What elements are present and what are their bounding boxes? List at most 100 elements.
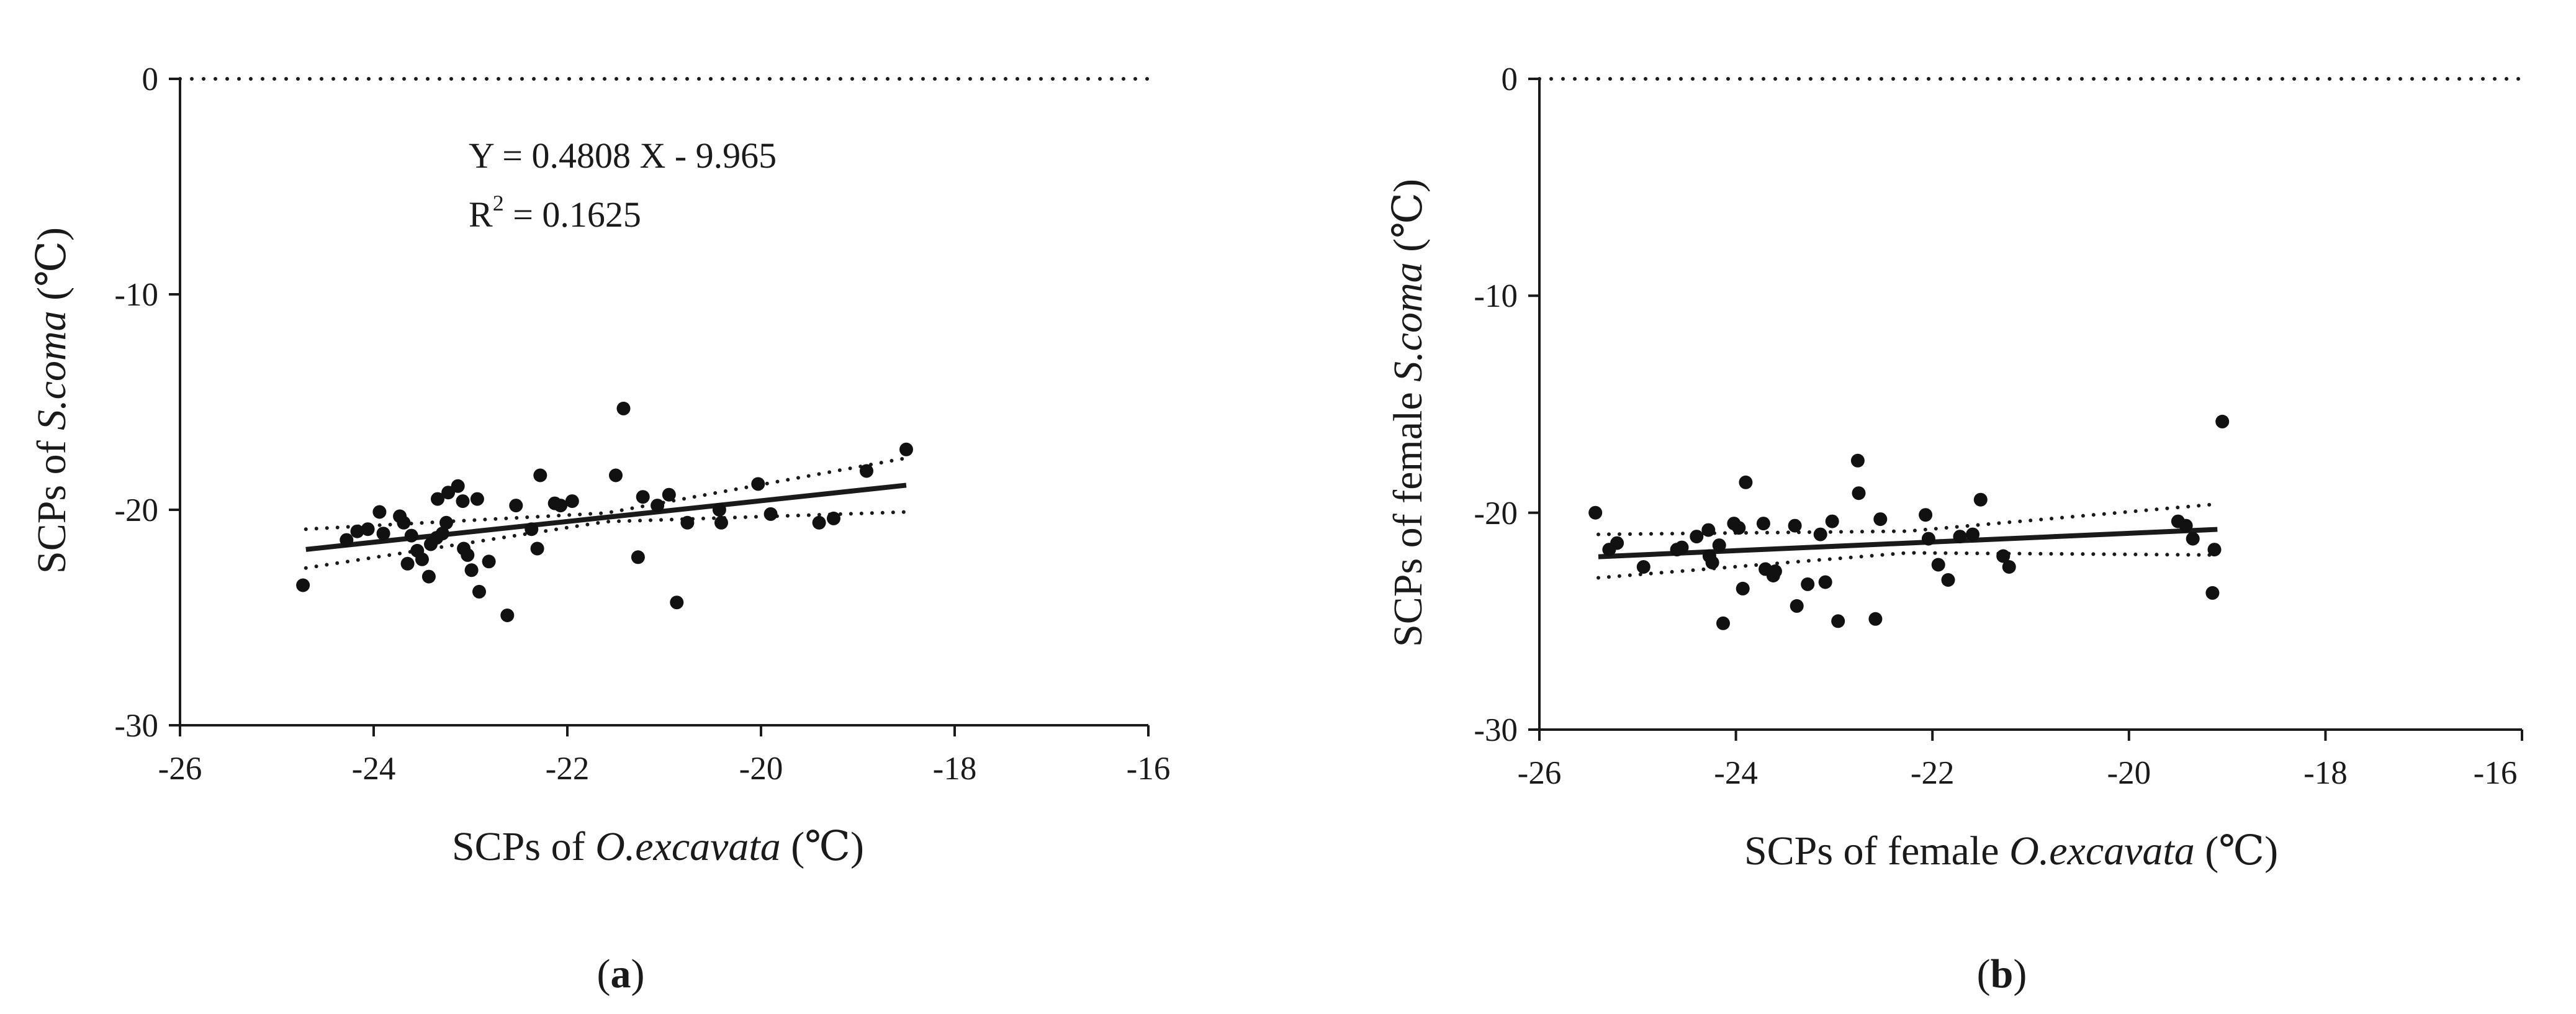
panel-label: (a) bbox=[597, 951, 645, 997]
data-point bbox=[1610, 536, 1624, 550]
x-tick-label: -16 bbox=[2474, 755, 2518, 791]
data-point bbox=[431, 492, 444, 506]
data-point bbox=[712, 503, 726, 517]
data-point bbox=[651, 499, 665, 513]
data-point bbox=[1825, 514, 1839, 528]
x-tick-label: -16 bbox=[1127, 751, 1171, 787]
data-point bbox=[565, 494, 579, 509]
panel-label: (b) bbox=[1977, 951, 2027, 997]
data-point bbox=[472, 584, 486, 599]
x-tick-label: -22 bbox=[546, 751, 590, 787]
data-point bbox=[899, 442, 913, 456]
data-point bbox=[1919, 508, 1933, 522]
data-point bbox=[461, 548, 475, 562]
data-point bbox=[470, 492, 484, 506]
regression-equation: Y = 0.4808 X - 9.965 bbox=[469, 135, 777, 176]
data-point bbox=[1716, 616, 1730, 630]
y-tick-label: -10 bbox=[1474, 278, 1518, 314]
data-point bbox=[1636, 560, 1651, 574]
x-tick-label: -18 bbox=[933, 751, 977, 787]
data-point bbox=[554, 499, 568, 513]
data-point bbox=[2215, 414, 2230, 428]
data-point bbox=[1996, 549, 2011, 563]
data-point bbox=[812, 515, 826, 530]
data-point bbox=[1941, 573, 1955, 587]
x-tick-label: -20 bbox=[2107, 755, 2151, 791]
data-point bbox=[376, 527, 390, 541]
data-point bbox=[509, 499, 523, 513]
confidence-band-upper bbox=[1596, 502, 2220, 536]
data-point bbox=[763, 507, 778, 521]
data-point bbox=[451, 479, 465, 493]
data-point bbox=[1588, 505, 1603, 520]
data-point bbox=[860, 464, 873, 478]
data-point bbox=[1873, 512, 1888, 527]
y-tick-label: 0 bbox=[142, 61, 159, 97]
data-point bbox=[636, 490, 650, 504]
y-tick-label: -30 bbox=[114, 708, 158, 744]
data-point bbox=[530, 541, 544, 556]
data-point bbox=[350, 524, 364, 538]
data-point bbox=[500, 609, 515, 622]
y-axis-label: SCPs of S.coma (℃) bbox=[29, 227, 74, 574]
data-point bbox=[415, 552, 429, 566]
y-tick-label: -20 bbox=[114, 492, 158, 528]
r-squared: R2 = 0.1625 bbox=[469, 191, 641, 235]
x-tick-label: -18 bbox=[2304, 755, 2348, 791]
data-point bbox=[372, 505, 387, 519]
x-tick-label: -24 bbox=[1714, 755, 1758, 791]
x-axis-label: SCPs of female O.excavata (℃) bbox=[1744, 828, 2278, 874]
y-axis-label: SCPs of female S.coma (℃) bbox=[1385, 179, 1431, 647]
data-point bbox=[1852, 486, 1866, 500]
data-point bbox=[1813, 527, 1827, 541]
data-point bbox=[714, 515, 728, 530]
data-point bbox=[482, 555, 496, 569]
plot-area bbox=[1588, 414, 2230, 630]
data-point bbox=[456, 494, 470, 509]
data-point bbox=[1732, 521, 1746, 535]
data-point bbox=[609, 468, 623, 482]
data-point bbox=[1850, 453, 1865, 468]
data-point bbox=[441, 486, 456, 500]
y-tick-label: -30 bbox=[1474, 712, 1518, 748]
data-point bbox=[2179, 518, 2193, 533]
data-point bbox=[1801, 577, 1815, 591]
confidence-band-lower bbox=[1596, 551, 2220, 580]
data-point bbox=[1931, 558, 1945, 572]
data-point bbox=[1705, 556, 1719, 569]
data-point bbox=[631, 550, 645, 564]
y-tick-label: 0 bbox=[1502, 61, 1518, 97]
data-point bbox=[1756, 517, 1770, 531]
data-point bbox=[1675, 540, 1689, 555]
data-point bbox=[662, 487, 676, 502]
data-point bbox=[1831, 614, 1845, 628]
data-point bbox=[435, 527, 449, 541]
data-point bbox=[400, 556, 415, 571]
data-point bbox=[340, 533, 354, 547]
data-point bbox=[361, 522, 375, 536]
y-tick-label: -10 bbox=[114, 277, 158, 313]
data-point bbox=[1790, 599, 1804, 613]
y-tick-label: -20 bbox=[1474, 496, 1518, 532]
data-point bbox=[2205, 586, 2220, 600]
data-point bbox=[670, 595, 684, 610]
data-point bbox=[827, 511, 840, 525]
x-tick-label: -20 bbox=[739, 751, 783, 787]
x-tick-label: -24 bbox=[352, 751, 396, 787]
x-tick-label: -26 bbox=[1518, 755, 1562, 791]
data-point bbox=[1921, 532, 1935, 546]
data-point bbox=[533, 468, 547, 482]
data-point bbox=[439, 515, 453, 530]
data-point bbox=[296, 578, 310, 592]
plot-area bbox=[296, 401, 913, 622]
data-point bbox=[1690, 530, 1704, 544]
data-point bbox=[1701, 523, 1716, 537]
chart-b: -26 -24 -22 -20 -18 -16 0 -10 -20 -30 SC… bbox=[1385, 61, 2524, 997]
data-point bbox=[1818, 575, 1832, 589]
chart-a: -26 -24 -22 -20 -18 -16 0 -10 -20 -30 SC… bbox=[29, 61, 1170, 997]
data-point bbox=[2002, 560, 2016, 574]
data-point bbox=[2186, 532, 2200, 546]
x-tick-label: -26 bbox=[158, 751, 202, 787]
data-point bbox=[616, 401, 631, 415]
